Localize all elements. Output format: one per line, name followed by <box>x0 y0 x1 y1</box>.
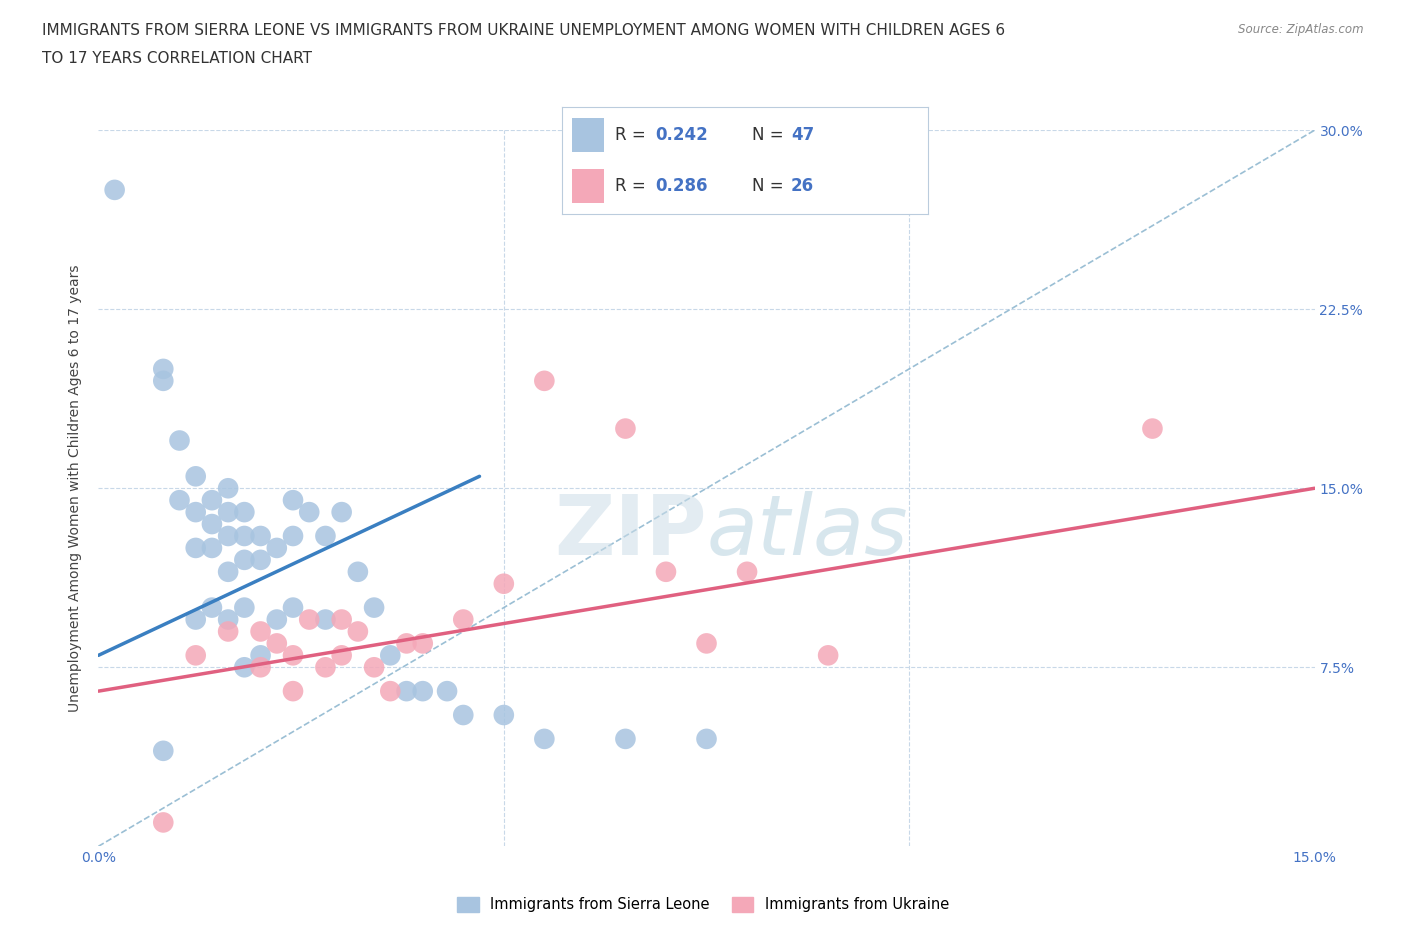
Point <box>233 505 256 520</box>
Point <box>533 374 555 389</box>
Point <box>233 600 256 615</box>
Point <box>249 552 271 567</box>
Point <box>217 481 239 496</box>
Point <box>492 708 515 723</box>
Text: TO 17 YEARS CORRELATION CHART: TO 17 YEARS CORRELATION CHART <box>42 51 312 66</box>
Point <box>363 660 385 675</box>
Point <box>249 624 271 639</box>
Point <box>453 612 475 627</box>
Bar <box>571 169 605 204</box>
Point <box>266 612 288 627</box>
Point <box>152 743 174 758</box>
Point <box>314 660 336 675</box>
Point <box>614 421 637 436</box>
Point <box>696 636 718 651</box>
Point <box>412 636 434 651</box>
Point <box>184 648 207 663</box>
Point <box>201 493 224 508</box>
Point <box>201 600 224 615</box>
Text: IMMIGRANTS FROM SIERRA LEONE VS IMMIGRANTS FROM UKRAINE UNEMPLOYMENT AMONG WOMEN: IMMIGRANTS FROM SIERRA LEONE VS IMMIGRAN… <box>42 23 1005 38</box>
Point <box>281 493 304 508</box>
Point <box>184 505 207 520</box>
Point <box>249 660 271 675</box>
Legend: Immigrants from Sierra Leone, Immigrants from Ukraine: Immigrants from Sierra Leone, Immigrants… <box>451 891 955 918</box>
Point <box>169 433 191 448</box>
Point <box>492 577 515 591</box>
Text: ZIP: ZIP <box>554 491 707 572</box>
Text: N =: N = <box>752 177 789 195</box>
Text: Source: ZipAtlas.com: Source: ZipAtlas.com <box>1239 23 1364 36</box>
Point <box>169 493 191 508</box>
Text: R =: R = <box>616 126 651 144</box>
Point <box>152 815 174 830</box>
Point <box>380 648 402 663</box>
Point <box>453 708 475 723</box>
Text: 47: 47 <box>790 126 814 144</box>
Point <box>412 684 434 698</box>
Point <box>298 505 321 520</box>
Point <box>330 648 353 663</box>
Point <box>104 182 127 197</box>
Point <box>281 600 304 615</box>
Point <box>249 648 271 663</box>
Point <box>201 540 224 555</box>
Point <box>217 624 239 639</box>
Point <box>233 552 256 567</box>
Point <box>233 528 256 543</box>
Point <box>152 374 174 389</box>
Text: 26: 26 <box>790 177 814 195</box>
Point <box>217 505 239 520</box>
Point <box>395 636 418 651</box>
Point <box>314 612 336 627</box>
Point <box>249 528 271 543</box>
Text: 0.286: 0.286 <box>655 177 709 195</box>
Point <box>217 565 239 579</box>
Point <box>217 612 239 627</box>
Point <box>281 528 304 543</box>
Point <box>217 528 239 543</box>
Point <box>330 505 353 520</box>
Point <box>184 612 207 627</box>
Point <box>314 528 336 543</box>
Point <box>533 732 555 747</box>
Point <box>655 565 678 579</box>
Point <box>266 540 288 555</box>
Point <box>201 517 224 532</box>
Y-axis label: Unemployment Among Women with Children Ages 6 to 17 years: Unemployment Among Women with Children A… <box>69 264 83 712</box>
Point <box>395 684 418 698</box>
Point <box>436 684 458 698</box>
Point <box>1142 421 1164 436</box>
Point <box>347 624 370 639</box>
Point <box>281 684 304 698</box>
Point <box>266 636 288 651</box>
Point <box>152 362 174 377</box>
Text: atlas: atlas <box>707 491 908 572</box>
Point <box>380 684 402 698</box>
Point <box>817 648 839 663</box>
Text: N =: N = <box>752 126 789 144</box>
Point <box>298 612 321 627</box>
Point <box>696 732 718 747</box>
Bar <box>571 118 605 152</box>
Point <box>347 565 370 579</box>
Point <box>735 565 758 579</box>
Point <box>330 612 353 627</box>
Point <box>233 660 256 675</box>
Text: R =: R = <box>616 177 651 195</box>
Point <box>184 540 207 555</box>
Text: 0.242: 0.242 <box>655 126 709 144</box>
Point <box>184 469 207 484</box>
Point <box>281 648 304 663</box>
Point <box>614 732 637 747</box>
Point <box>363 600 385 615</box>
